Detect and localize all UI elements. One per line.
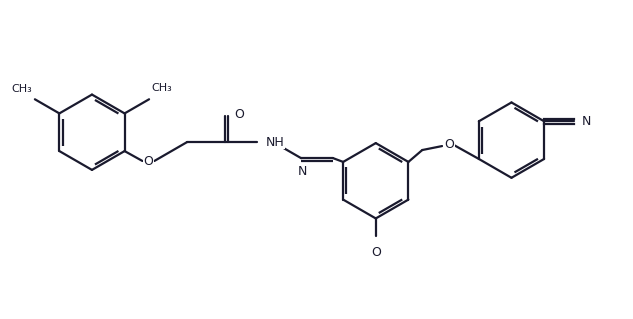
Text: O: O <box>444 137 454 151</box>
Text: O: O <box>144 155 153 168</box>
Text: NH: NH <box>265 136 284 149</box>
Text: O: O <box>235 108 244 121</box>
Text: N: N <box>298 165 307 178</box>
Text: CH₃: CH₃ <box>151 83 172 93</box>
Text: CH₃: CH₃ <box>11 84 32 94</box>
Text: O: O <box>371 246 380 259</box>
Text: N: N <box>582 115 591 128</box>
